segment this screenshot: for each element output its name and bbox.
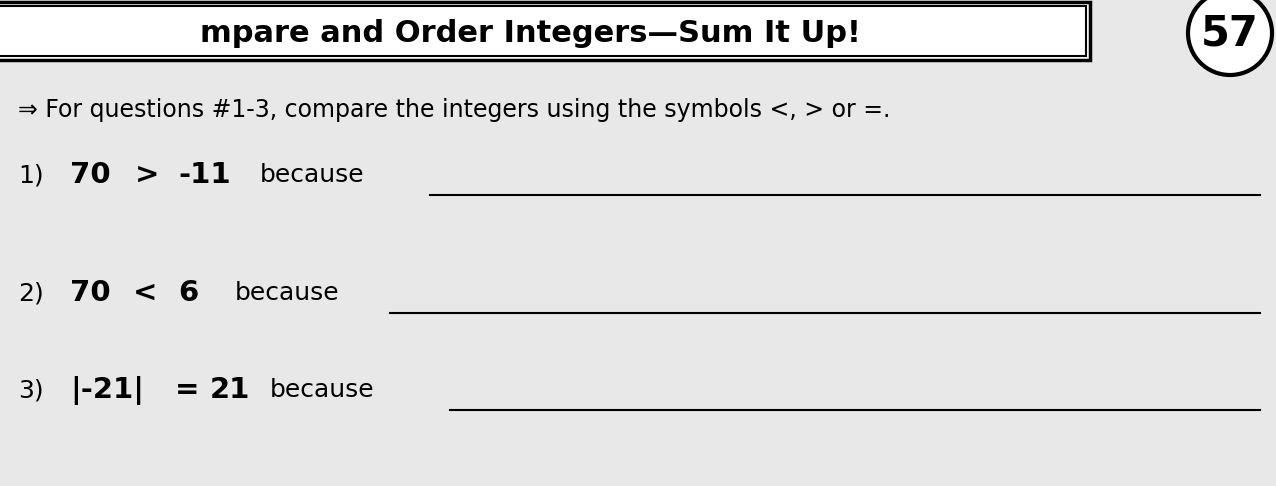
Text: ⇒ For questions #1-3, compare the integers using the symbols <, > or =.: ⇒ For questions #1-3, compare the intege… [18, 98, 891, 122]
Text: mpare and Order Integers—Sum It Up!: mpare and Order Integers—Sum It Up! [199, 18, 860, 48]
Text: because: because [260, 163, 365, 187]
Text: because: because [235, 281, 339, 305]
Text: 21: 21 [211, 376, 250, 404]
Text: <: < [133, 279, 157, 307]
Text: because: because [271, 378, 375, 402]
Circle shape [1188, 0, 1272, 75]
Text: 70: 70 [70, 161, 111, 189]
Text: 3): 3) [18, 378, 43, 402]
Text: -11: -11 [177, 161, 231, 189]
Text: 6: 6 [177, 279, 198, 307]
Text: 57: 57 [1201, 12, 1259, 54]
Bar [0, 2, 1090, 60]
Text: 70: 70 [70, 279, 111, 307]
Text: |-21|: |-21| [70, 376, 144, 404]
Text: 1): 1) [18, 163, 43, 187]
Text: 2): 2) [18, 281, 43, 305]
Text: >: > [135, 161, 160, 189]
Bar [0, 6, 1086, 56]
Text: =: = [175, 376, 199, 404]
